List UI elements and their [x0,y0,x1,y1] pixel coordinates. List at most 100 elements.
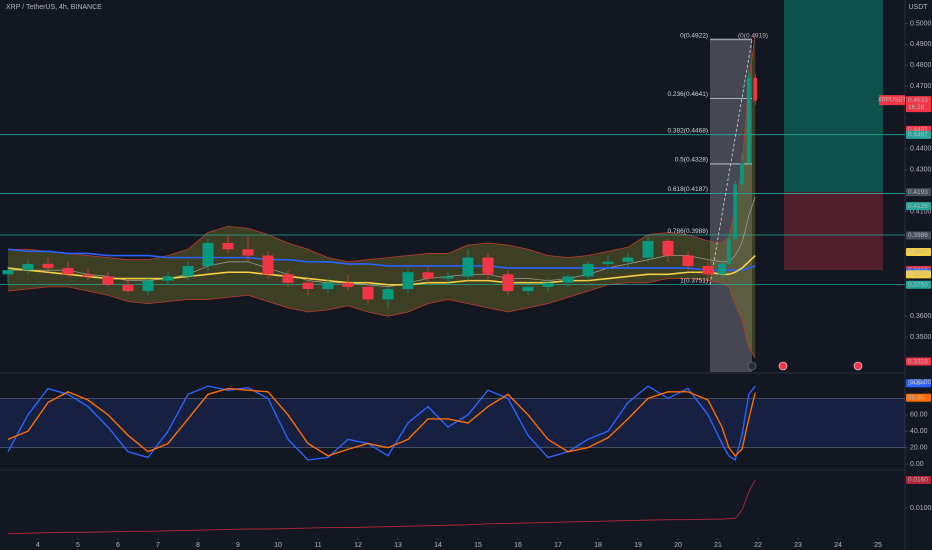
chart-title: XRP / TetherUS, 4h, BINANCE [6,4,102,11]
price-marker-label: 0.4193 [908,189,928,196]
event-icon[interactable] [747,361,757,371]
y-tick-label: 0.4900 [910,41,932,48]
x-tick-label: 22 [754,542,762,549]
fib-label: 1(0.3751) [680,277,708,284]
band-upper [8,33,756,263]
value-marker [906,379,931,388]
price-marker-label: 0.4467 [908,132,928,139]
y-tick-label: 100.00 [910,379,932,386]
price-marker [906,96,931,113]
x-tick-label: 10 [274,542,282,549]
candle-body [122,284,134,292]
price-marker-label: 0.0160 [908,477,928,484]
candle-body [242,249,254,256]
x-tick-label: 23 [794,542,802,549]
candle-body [362,286,374,300]
candle-body [733,184,737,239]
candle-body [262,255,274,275]
candle-body [282,274,294,283]
x-tick-label: 6 [116,542,120,549]
y-tick-label: 0.0100 [910,505,932,512]
position-profit-zone [784,0,883,192]
y-tick-label: 0.00 [910,461,924,468]
price-marker [906,202,931,211]
candle-body [82,274,94,277]
price-marker [906,188,931,197]
currency-label: USDT [908,4,928,11]
candle-body [322,282,334,289]
x-tick-label: 21 [714,542,722,549]
price-marker-label: 0.3986 [908,232,928,239]
candle-body [382,288,394,300]
candle-body [753,77,757,101]
candle-body [102,276,114,285]
candle-body [582,263,594,277]
price-marker [906,357,931,366]
candle-body [622,257,634,262]
fib-annotation: (0(0.4919) [738,32,768,39]
candle-body [740,163,744,185]
fib-trend [709,39,753,285]
x-tick-label: 18 [594,542,602,549]
value-marker-label: 94.84 [908,380,925,387]
x-tick-label: 12 [354,542,362,549]
fib-label: 0.786(0.3988) [668,228,708,235]
indicator-line [7,479,756,535]
y-tick-label: 60.00 [910,412,928,419]
ma-line [7,248,756,271]
candle-body [702,265,714,275]
candle-body [642,240,654,258]
price-marker-label: 0.3800 [908,271,928,278]
x-tick-label: 4 [36,542,40,549]
x-tick-label: 16 [514,542,522,549]
candle-body [422,272,434,279]
symbol-name: XRPUSDT [878,98,907,104]
fib-zone [710,38,752,372]
candle-body [602,261,614,264]
x-tick-label: 7 [156,542,160,549]
band-fill [0,398,905,448]
y-tick-label: 0.4800 [910,62,932,69]
candle-body [402,272,414,289]
price-marker [906,231,931,240]
candle-body [542,282,554,287]
fib-label: 0.5(0.4328) [675,157,708,164]
y-tick-label: 0.4100 [910,208,932,215]
candle-body [522,286,534,292]
price-marker-label: 0.3907 [908,249,928,256]
candle-body [442,276,454,279]
value-marker [906,393,931,402]
price-marker [906,475,931,484]
candle-body [718,263,726,275]
candle-body [202,242,214,266]
candle-body [726,238,731,264]
fib-label: 0.236(0.4641) [668,91,708,98]
y-tick-label: 0.4400 [910,146,932,153]
event-icon[interactable] [853,361,863,371]
value-marker-label: 86.88 [908,394,925,401]
candle-body [22,263,34,271]
candle-body [182,265,194,277]
x-tick-label: 15 [474,542,482,549]
x-tick-label: 13 [394,542,402,549]
band-lower [7,278,756,359]
candle-body [62,268,74,275]
price-marker [906,280,931,289]
candle-body [746,77,751,164]
x-tick-label: 19 [634,542,642,549]
fib-label: 0.618(0.4187) [668,186,708,193]
y-tick-label: 0.3500 [910,334,932,341]
price-marker [906,270,931,279]
y-tick-label: 0.5000 [910,20,932,27]
event-icon[interactable] [778,361,788,371]
indicator-line [7,387,756,457]
candle-body [162,276,174,281]
y-tick-label: 0.3600 [910,313,932,320]
y-tick-label: 40.00 [910,428,928,435]
price-marker-label: 0.3383 [908,358,928,365]
x-tick-label: 24 [834,542,842,549]
y-tick-label: 0.4300 [910,167,932,174]
price-marker [906,130,931,139]
price-marker-label: 0.4491 [908,127,928,134]
